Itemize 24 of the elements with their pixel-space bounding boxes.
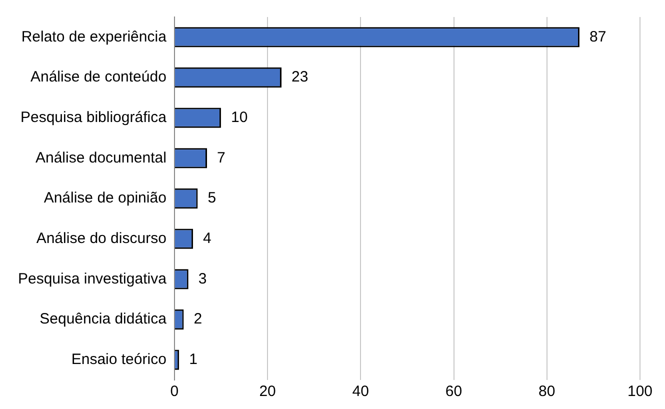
data-label: 4 bbox=[203, 230, 212, 247]
y-tick-label: Análise documental bbox=[35, 149, 166, 166]
y-tick-label: Pesquisa investigativa bbox=[18, 270, 168, 288]
x-tick-label: 40 bbox=[352, 383, 369, 400]
y-tick-label: Relato de experiência bbox=[21, 28, 168, 46]
data-label: 23 bbox=[292, 68, 308, 86]
data-label: 7 bbox=[217, 149, 226, 166]
data-label: 87 bbox=[589, 28, 606, 46]
x-tick-label: 0 bbox=[170, 383, 179, 400]
y-tick-label: Sequência didática bbox=[40, 310, 168, 328]
x-tick-label: 80 bbox=[538, 383, 556, 400]
y-tick-label: Análise do discurso bbox=[36, 230, 166, 247]
data-label: 3 bbox=[198, 270, 207, 288]
y-tick-label: Análise de opinião bbox=[44, 190, 166, 207]
y-tick-label: Análise de conteúdo bbox=[30, 68, 166, 86]
data-label: 1 bbox=[189, 350, 198, 368]
x-tick-label: 60 bbox=[445, 383, 462, 400]
y-tick-label: Ensaio teórico bbox=[71, 350, 166, 368]
x-tick-label: 20 bbox=[259, 383, 276, 400]
data-label: 2 bbox=[194, 310, 202, 328]
data-label: 5 bbox=[208, 190, 216, 207]
x-tick-label: 100 bbox=[627, 383, 653, 400]
y-tick-label: Pesquisa bibliográfica bbox=[20, 108, 168, 126]
data-label: 10 bbox=[230, 108, 248, 126]
